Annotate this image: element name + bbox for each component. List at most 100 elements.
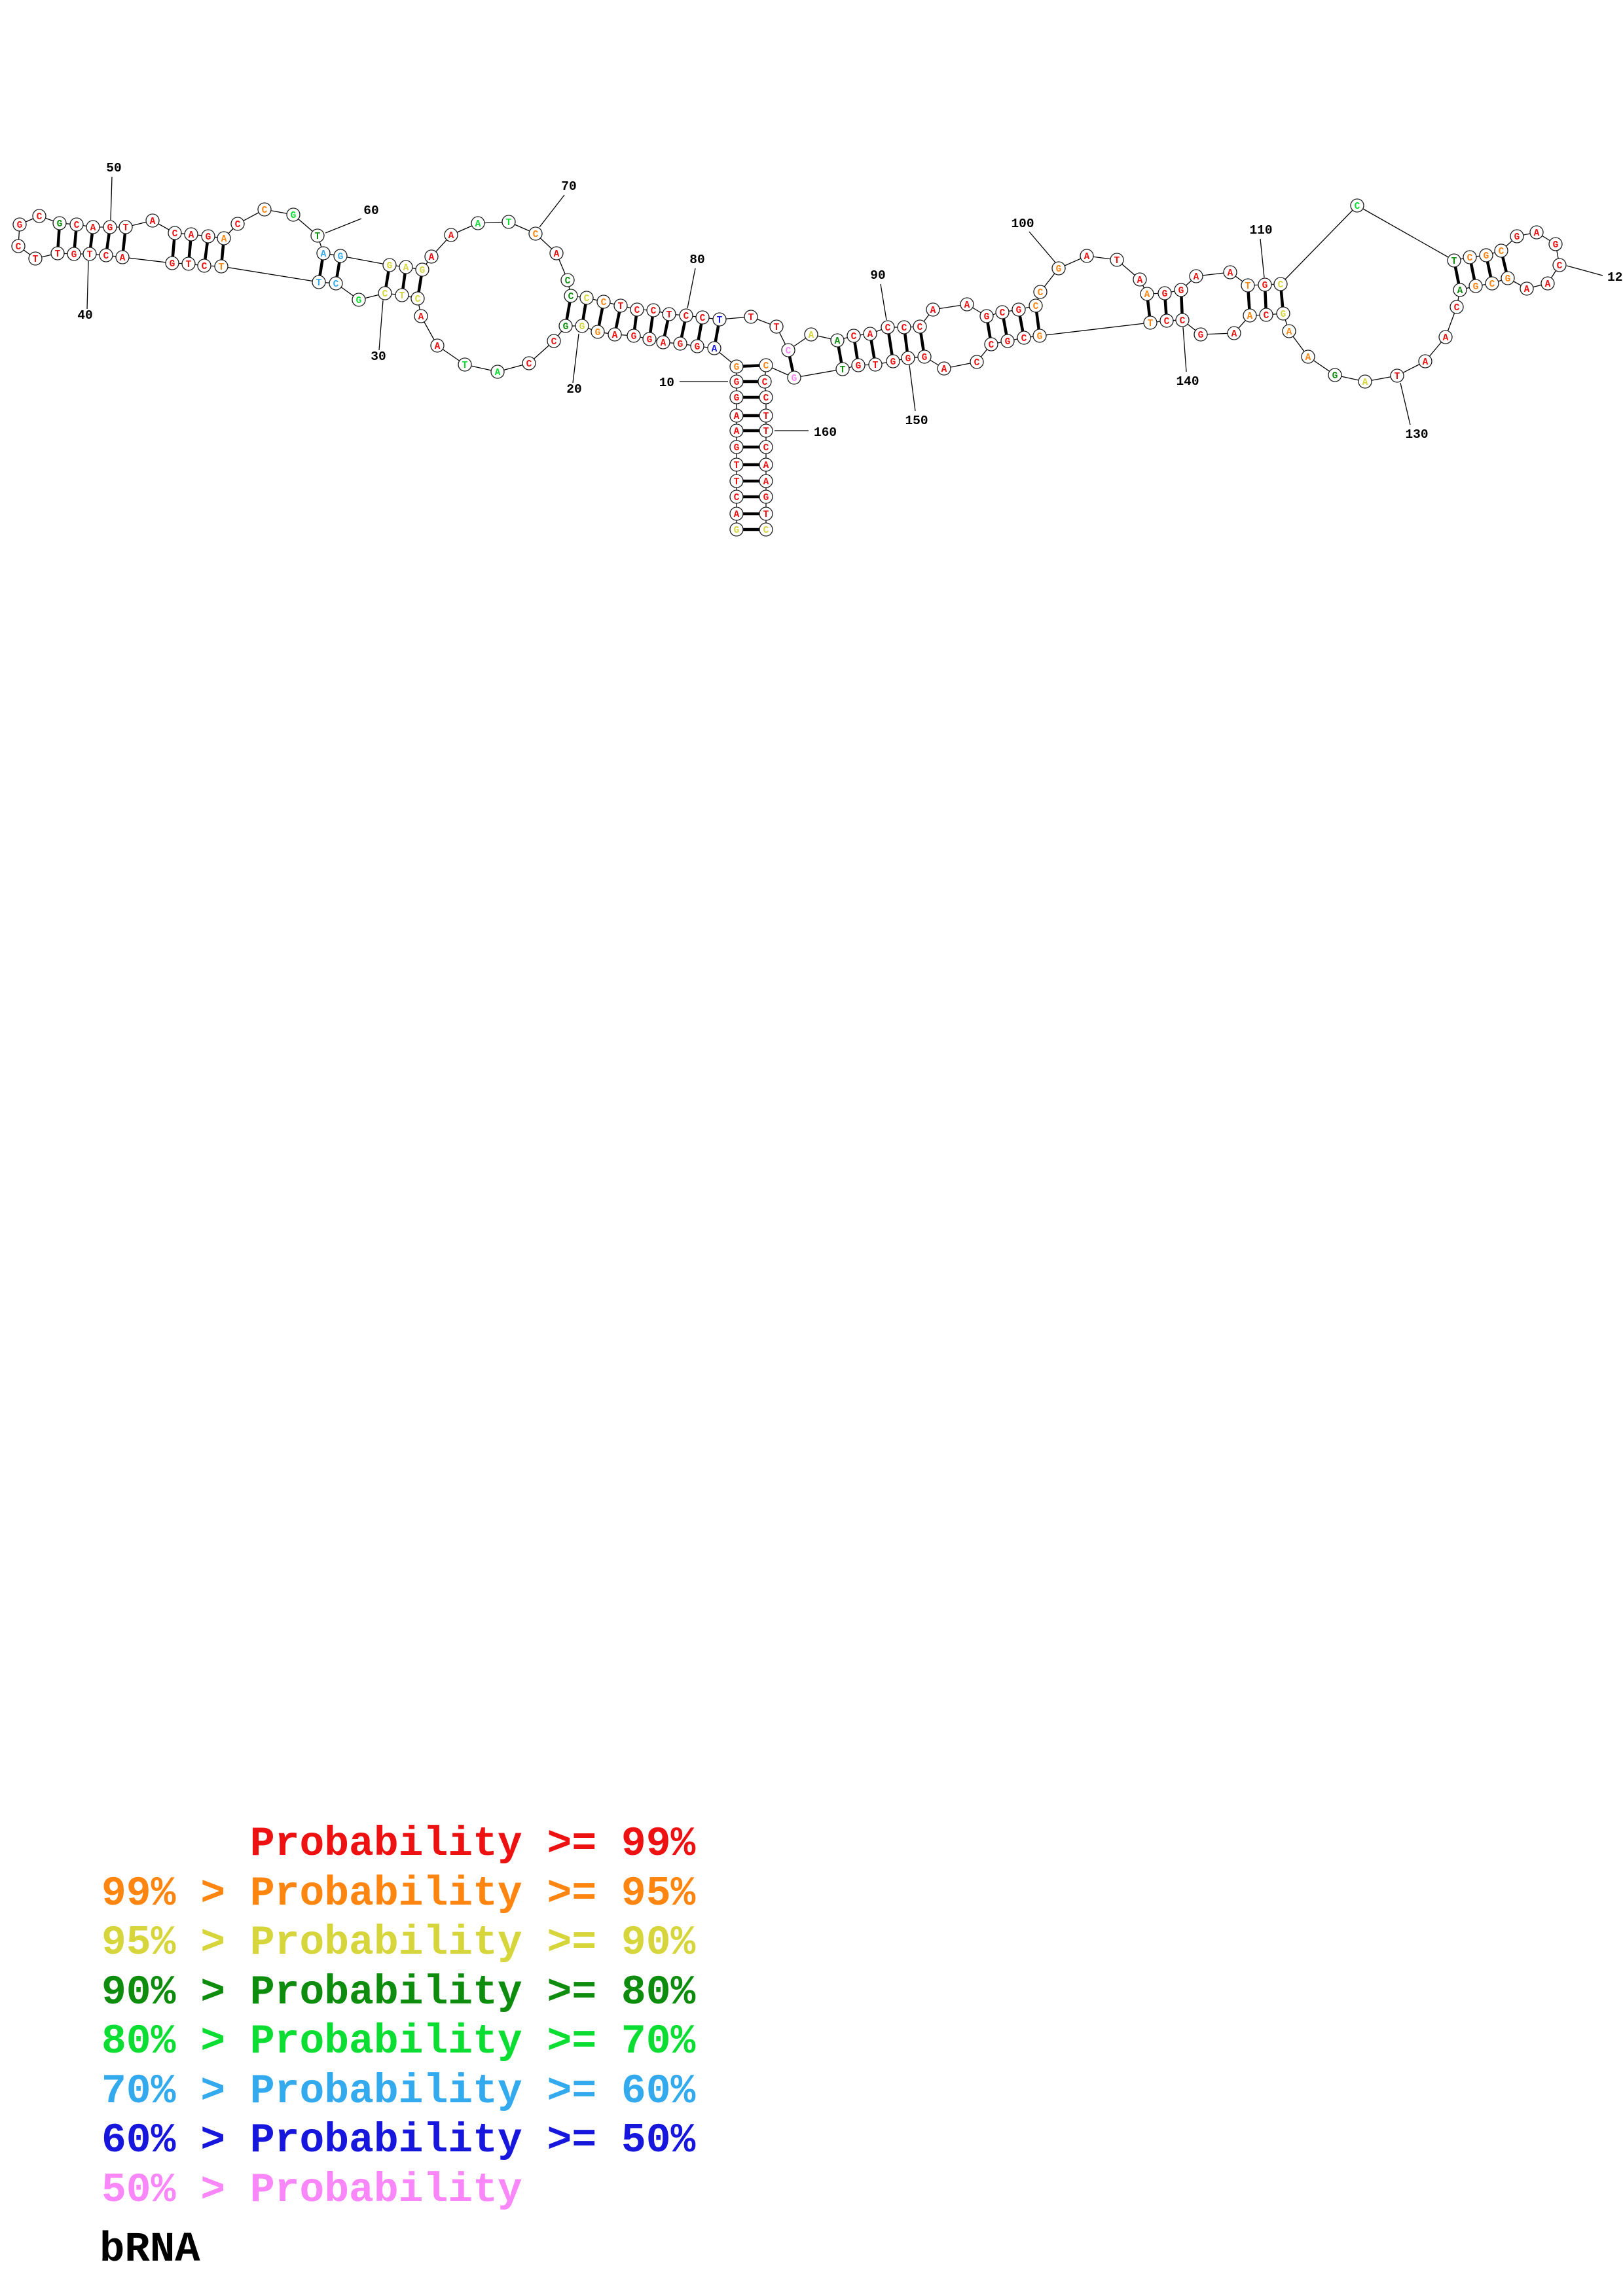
position-label: 40 — [77, 308, 92, 323]
nucleotide-base: C — [1499, 247, 1504, 257]
nucleotide-circle — [1174, 283, 1188, 297]
nucleotide-base: A — [1457, 286, 1463, 296]
nucleotide-circle — [835, 362, 850, 376]
nucleotide-base: T — [774, 323, 780, 333]
nucleotide-base: G — [387, 261, 393, 272]
nucleotide-base: T — [186, 260, 192, 270]
nucleotide-circle — [50, 246, 65, 260]
nucleotide-base: G — [291, 211, 297, 221]
nucleotide-base: T — [734, 461, 740, 471]
nucleotide-base: G — [1178, 286, 1184, 296]
label-tick-line — [880, 283, 887, 321]
nucleotide-base: C — [974, 358, 980, 368]
nucleotide-circle — [1447, 253, 1461, 268]
nucleotide-circle — [1194, 327, 1208, 342]
nucleotide-base: G — [170, 259, 175, 270]
nucleotide-circle — [28, 251, 43, 266]
nucleotide-base: A — [448, 231, 454, 242]
nucleotide-base: C — [1454, 303, 1460, 314]
nucleotide-base: A — [835, 336, 841, 347]
nucleotide-circle — [1485, 276, 1499, 291]
nucleotide-circle — [759, 408, 773, 423]
nucleotide-circle — [329, 276, 343, 291]
nucleotide-circle — [184, 227, 198, 242]
nucleotide-circle — [690, 339, 704, 353]
legend-row: 80% > Probability >= 70% — [101, 2018, 696, 2065]
position-label: 60 — [363, 204, 378, 218]
nucleotide-circle — [1259, 308, 1273, 322]
nucleotide-base: A — [661, 338, 666, 349]
nucleotide-circle — [769, 319, 784, 334]
nucleotide-circle — [1463, 250, 1477, 264]
nucleotide-circle — [913, 319, 927, 334]
nucleotide-base: C — [851, 332, 857, 342]
nucleotide-base: T — [748, 313, 754, 323]
backbone-segment — [1357, 205, 1455, 261]
nucleotide-base: A — [1545, 279, 1551, 290]
legend-row: Probability >= 99% — [101, 1821, 696, 1867]
nucleotide-circle — [729, 490, 744, 504]
nucleotide-base: T — [763, 427, 769, 437]
position-label: 20 — [566, 382, 581, 397]
nucleotide-base: C — [902, 323, 907, 334]
nucleotide-circle — [1282, 324, 1296, 338]
nucleotide-base: A — [120, 253, 126, 264]
nucleotide-base: A — [867, 330, 873, 340]
nucleotide-base: G — [1332, 371, 1338, 382]
nucleotide-circle — [395, 288, 409, 302]
position-label: 90 — [870, 268, 885, 283]
nucleotide-base: C — [634, 306, 640, 316]
nucleotide-base: G — [420, 266, 426, 276]
nucleotide-base: A — [189, 230, 194, 241]
nucleotide-base: A — [1137, 276, 1143, 286]
nucleotide-circle — [917, 350, 932, 364]
position-label: 70 — [561, 179, 576, 194]
structure-title: bRNA — [100, 2227, 200, 2274]
nucleotide-base: A — [554, 249, 560, 260]
label-tick-line — [378, 300, 384, 351]
backbone-segment — [122, 257, 173, 264]
nucleotide-base: A — [612, 331, 618, 341]
nucleotide-circle — [886, 354, 900, 368]
nucleotide-circle — [549, 246, 564, 260]
position-label: 120 — [1607, 270, 1623, 285]
nucleotide-circle — [662, 307, 676, 321]
nucleotide-circle — [1328, 368, 1342, 382]
nucleotide-base: G — [678, 340, 684, 350]
nucleotide-circle — [214, 259, 228, 274]
nucleotide-circle — [863, 327, 877, 341]
nucleotide-circle — [430, 338, 445, 353]
nucleotide-base: A — [1231, 329, 1237, 340]
nucleotide-circle — [1133, 272, 1147, 287]
nucleotide-circle — [181, 257, 196, 271]
nucleotide-base: A — [712, 344, 718, 355]
nucleotide-base: A — [734, 427, 740, 437]
nucleotide-circle — [695, 310, 710, 325]
nucleotide-circle — [257, 202, 272, 217]
nucleotide-base: C — [1264, 311, 1269, 321]
nucleotide-base: G — [1005, 337, 1011, 348]
nucleotide-base: A — [1084, 252, 1090, 262]
nucleotide-base: A — [418, 312, 424, 323]
nucleotide-circle — [729, 507, 744, 521]
label-tick-line — [1400, 382, 1411, 425]
nucleotide-circle — [1175, 313, 1190, 327]
nucleotide-base: A — [495, 368, 501, 378]
legend-row: 60% > Probability >= 50% — [101, 2117, 696, 2164]
nucleotide-circle — [522, 356, 536, 370]
legend-row: 90% > Probability >= 80% — [101, 1969, 696, 2016]
nucleotide-base: T — [316, 278, 322, 289]
nucleotide-circle — [759, 440, 773, 454]
nucleotide-base: G — [734, 393, 740, 404]
label-tick-line — [572, 333, 579, 384]
nucleotide-base: G — [579, 322, 585, 332]
nucleotide-base: C — [533, 230, 539, 240]
nucleotide-base: G — [1162, 289, 1168, 300]
nucleotide-base: G — [107, 223, 113, 234]
nucleotide-circle — [851, 358, 866, 372]
nucleotide-base: G — [1262, 281, 1268, 291]
nucleotide-circle — [729, 408, 744, 423]
nucleotide-circle — [1552, 258, 1567, 272]
nucleotide-base: G — [905, 354, 911, 365]
